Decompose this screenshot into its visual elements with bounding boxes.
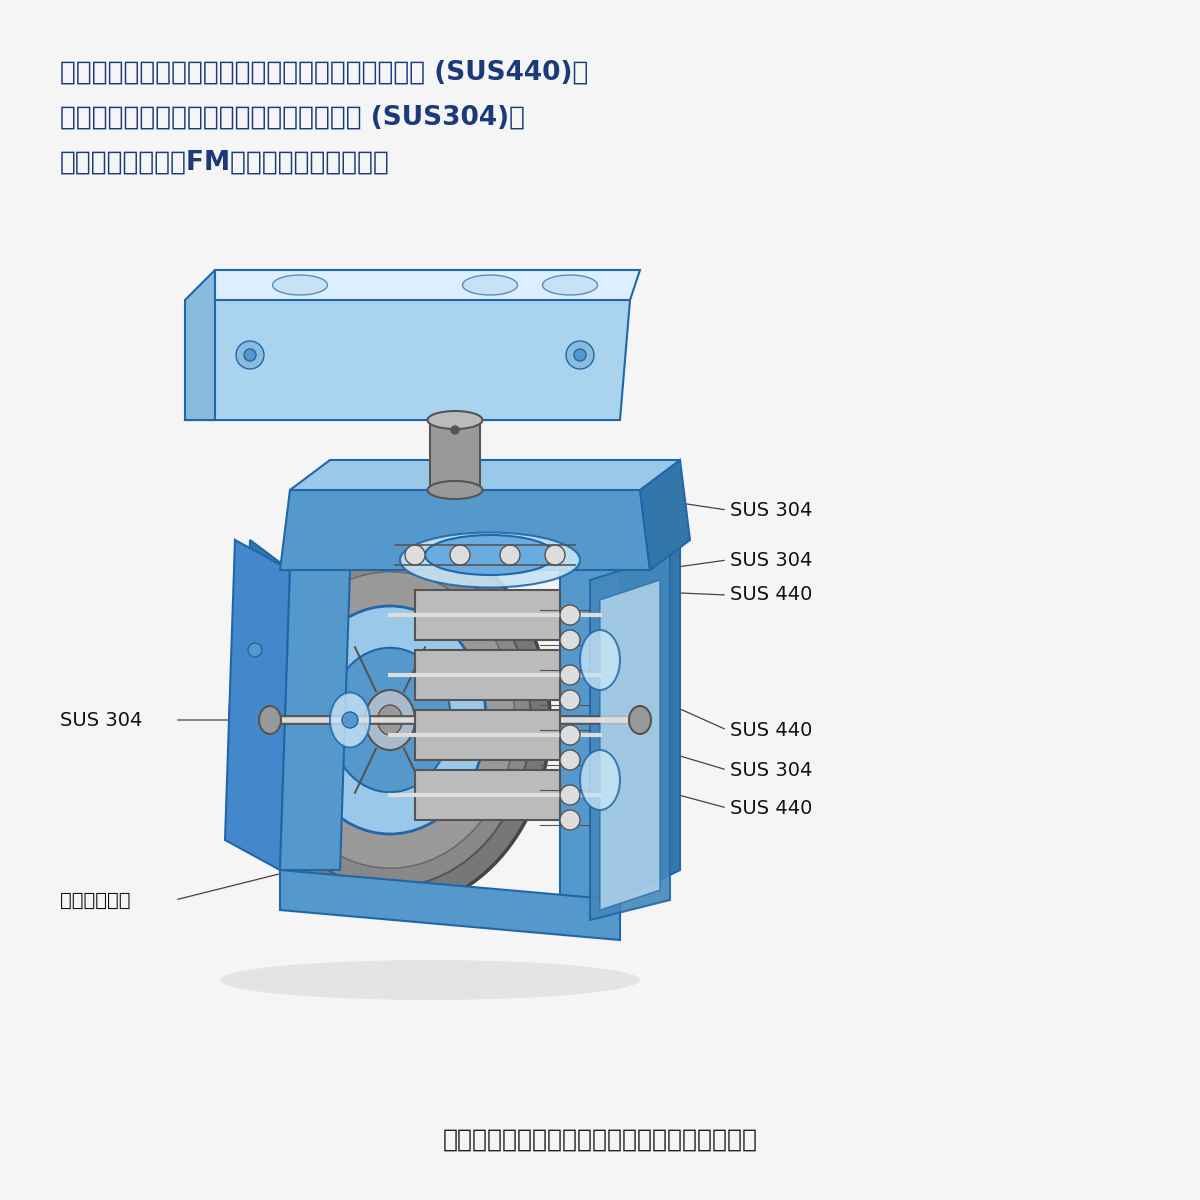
Ellipse shape: [542, 275, 598, 295]
Circle shape: [560, 750, 580, 770]
Ellipse shape: [230, 530, 550, 910]
Ellipse shape: [365, 690, 415, 750]
Polygon shape: [590, 554, 670, 920]
Ellipse shape: [400, 533, 580, 588]
Circle shape: [236, 341, 264, 370]
Text: SUS 304: SUS 304: [730, 500, 812, 520]
Polygon shape: [185, 390, 620, 420]
Circle shape: [560, 785, 580, 805]
Text: なお、食品機械用FMグリースを標準仕様。: なお、食品機械用FMグリースを標準仕様。: [60, 150, 390, 176]
Ellipse shape: [425, 535, 554, 575]
Circle shape: [406, 545, 425, 565]
Circle shape: [560, 810, 580, 830]
Polygon shape: [640, 460, 690, 570]
Polygon shape: [280, 870, 620, 940]
Polygon shape: [290, 460, 680, 490]
Ellipse shape: [272, 275, 328, 295]
Ellipse shape: [330, 692, 370, 748]
Polygon shape: [185, 270, 215, 420]
Text: SUS 304: SUS 304: [730, 551, 812, 570]
Polygon shape: [620, 540, 680, 900]
Circle shape: [244, 349, 256, 361]
Ellipse shape: [265, 571, 515, 869]
Ellipse shape: [427, 410, 482, 428]
Ellipse shape: [427, 481, 482, 499]
Circle shape: [248, 643, 262, 658]
Ellipse shape: [378, 704, 402, 734]
Polygon shape: [215, 270, 640, 300]
Ellipse shape: [629, 706, 650, 734]
Circle shape: [342, 712, 358, 728]
Circle shape: [560, 665, 580, 685]
Ellipse shape: [259, 706, 281, 734]
Ellipse shape: [580, 630, 620, 690]
Ellipse shape: [294, 606, 486, 834]
Text: ボルトにいたるまですべて全てステンレス (SUS304)。: ボルトにいたるまですべて全てステンレス (SUS304)。: [60, 104, 526, 131]
Text: SUS 304: SUS 304: [60, 710, 143, 730]
Polygon shape: [415, 710, 560, 760]
Polygon shape: [280, 570, 350, 870]
Polygon shape: [430, 420, 480, 490]
Circle shape: [560, 725, 580, 745]
Circle shape: [574, 349, 586, 361]
Text: SUS 440: SUS 440: [730, 720, 812, 739]
Ellipse shape: [580, 750, 620, 810]
Circle shape: [545, 545, 565, 565]
Text: SUS 440: SUS 440: [730, 586, 812, 605]
Polygon shape: [226, 540, 290, 870]
Polygon shape: [415, 590, 560, 640]
Circle shape: [560, 630, 580, 650]
Circle shape: [566, 341, 594, 370]
Ellipse shape: [462, 275, 517, 295]
Polygon shape: [560, 570, 620, 900]
Circle shape: [450, 545, 470, 565]
Text: SUS 304: SUS 304: [730, 761, 812, 780]
Text: ［ステンレスキャスター静音シリーズ構造図］: ［ステンレスキャスター静音シリーズ構造図］: [443, 1128, 757, 1152]
Circle shape: [560, 690, 580, 710]
Circle shape: [560, 605, 580, 625]
Polygon shape: [240, 540, 290, 870]
Circle shape: [500, 545, 520, 565]
Polygon shape: [415, 770, 560, 820]
Ellipse shape: [250, 553, 530, 887]
Polygon shape: [185, 300, 630, 420]
Polygon shape: [600, 580, 660, 910]
Ellipse shape: [220, 960, 640, 1000]
Circle shape: [451, 426, 458, 434]
Text: グレータイヤ: グレータイヤ: [60, 890, 131, 910]
Ellipse shape: [329, 648, 451, 792]
Polygon shape: [415, 650, 560, 700]
Text: SUS 440: SUS 440: [730, 798, 812, 817]
Text: プラスチック部分を除いて、金属部分はベアリング (SUS440)、: プラスチック部分を除いて、金属部分はベアリング (SUS440)、: [60, 60, 588, 86]
Polygon shape: [280, 490, 650, 570]
